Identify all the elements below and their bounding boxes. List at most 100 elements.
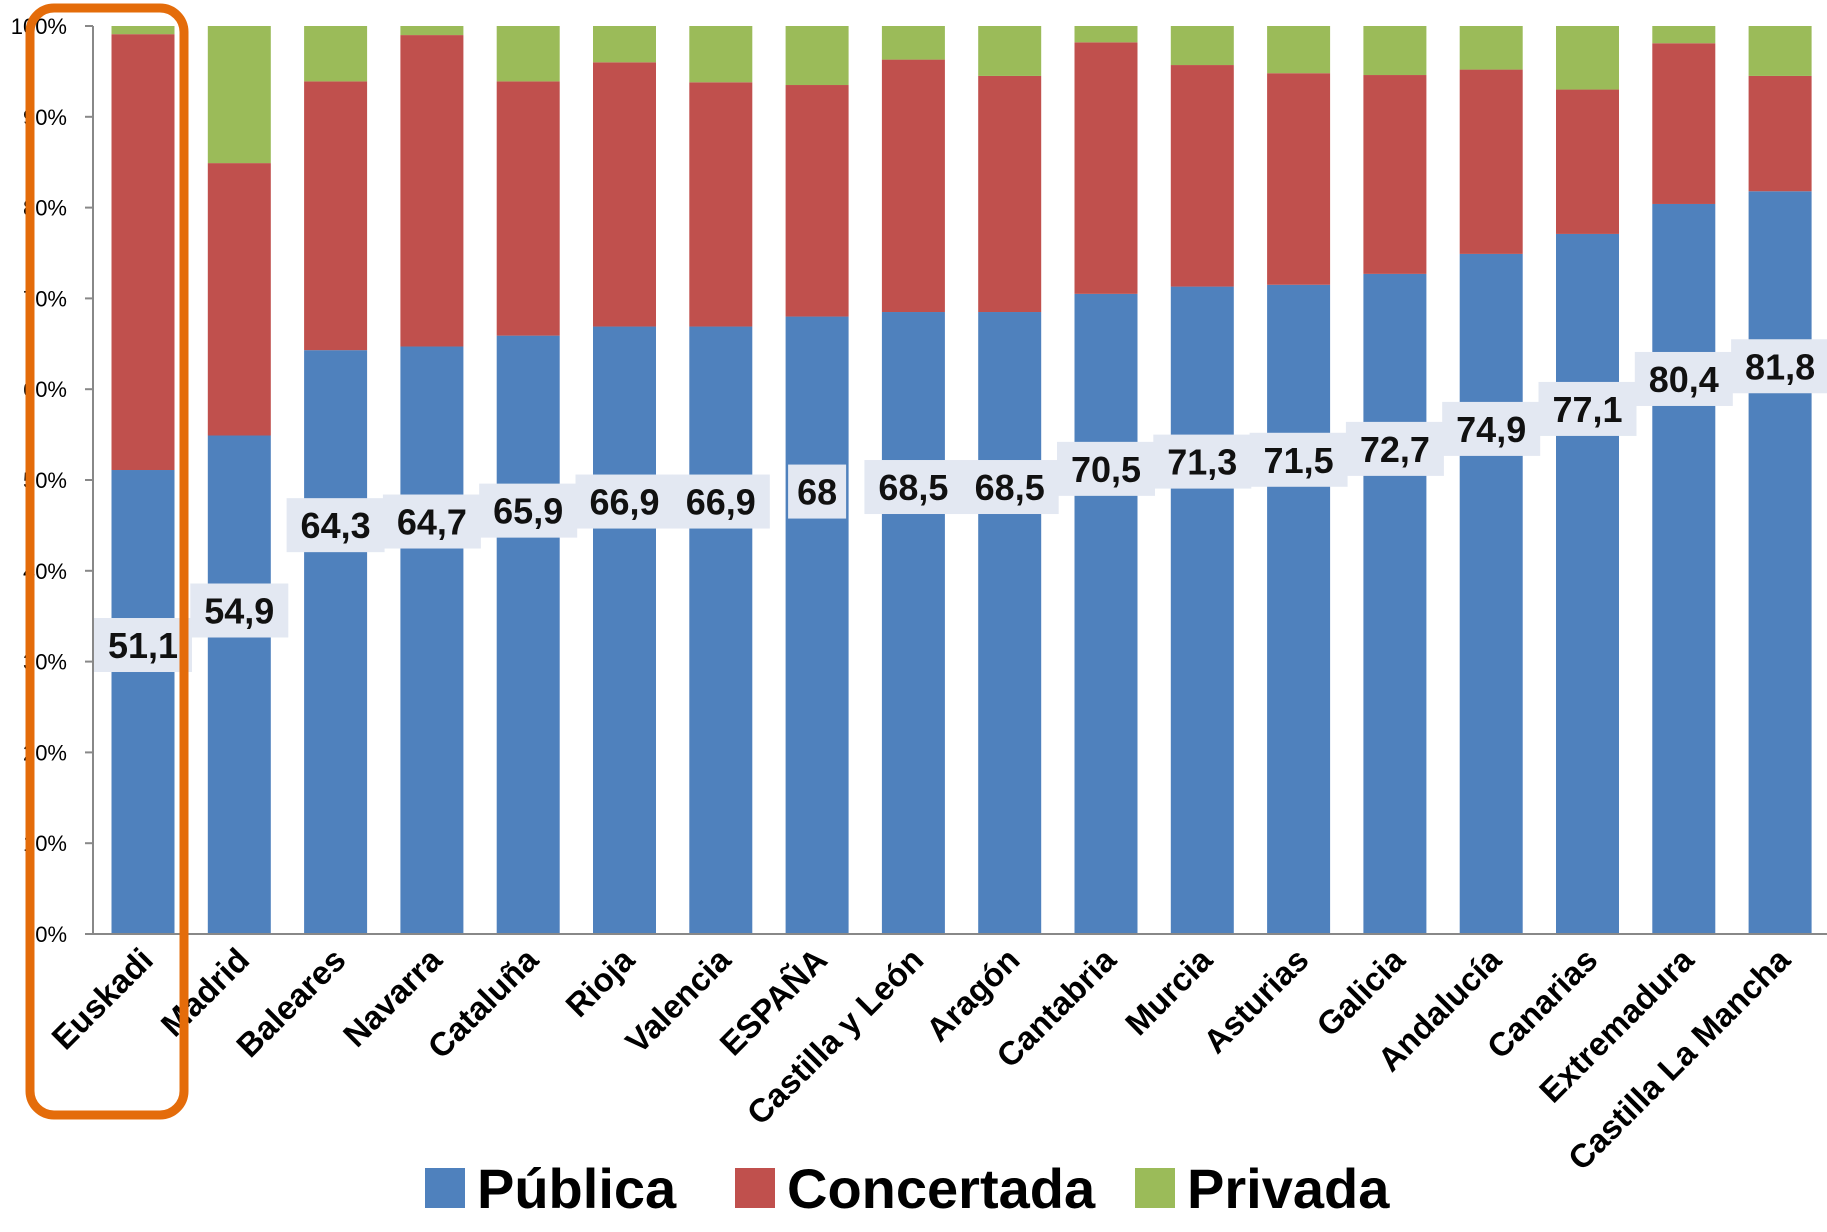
bar-segment-concertada [785,85,849,317]
highlight-box [25,3,189,1120]
data-label: 71,5 [1264,440,1334,481]
category-label: Asturias [1196,941,1316,1061]
bar-segment-pública [1363,273,1427,934]
data-label-box [960,460,1059,515]
bar-segment-pública [689,326,753,935]
bar-segment-pública [785,316,849,934]
bar-segment-concertada [304,81,368,351]
bar-segment-pública [1074,293,1138,934]
bar-segment-privada [111,26,175,35]
bar-segment-privada [1556,26,1619,90]
data-label-box [1538,381,1637,436]
bar-segment-pública [593,326,656,935]
legend-label: Concertada [787,1157,1096,1220]
bar-segment-concertada [1652,43,1716,204]
legend: Pública Concertada Privada [425,1157,1390,1220]
bar-segment-pública [1459,253,1523,934]
data-label: 51,1 [108,625,178,666]
data-label-box [382,494,481,549]
bar-segment-concertada [400,35,464,347]
bar-segment-privada [785,26,849,86]
data-label-box [1153,434,1252,489]
bar-segment-pública [978,312,1042,934]
bar-segment-privada [689,26,753,83]
data-label-box [1442,401,1541,456]
legend-label: Privada [1187,1157,1390,1220]
bars [111,26,1812,935]
data-label: 68,5 [975,467,1045,508]
bar-segment-concertada [881,59,945,313]
data-label: 64,7 [397,502,467,543]
bar-segment-privada [1363,26,1427,76]
data-label: 74,9 [1456,409,1526,450]
data-label: 72,7 [1360,429,1430,470]
bar-segment-privada [1170,26,1234,66]
data-label-box [788,464,847,519]
bar-segment-pública [1652,203,1716,934]
bar-segment-pública [1748,191,1812,935]
axes [92,26,1827,935]
data-label: 68 [797,472,837,513]
bar-segment-privada [1748,26,1812,76]
bar-segment-concertada [593,62,656,327]
category-label: Rioja [558,940,642,1024]
bar-segment-pública [1267,284,1331,934]
data-label: 77,1 [1552,389,1622,430]
data-label-box [286,498,385,553]
y-tick-label: 0% [35,922,67,947]
legend-swatch-privada [1135,1168,1175,1208]
data-label-box [94,618,192,673]
legend-swatch-pública [425,1168,465,1208]
data-label: 70,5 [1071,449,1141,490]
bar-segment-privada [496,26,560,82]
data-label-box [864,460,963,515]
data-label-box [190,583,289,638]
bar-segment-privada [1267,26,1331,74]
bar-segment-concertada [111,34,175,471]
bar-segment-privada [1459,26,1523,70]
legend-swatch-concertada [735,1168,775,1208]
bar-segment-pública [496,335,560,934]
bar-segment-concertada [1556,89,1619,234]
bar-segment-concertada [496,81,560,336]
data-label: 54,9 [204,591,274,632]
bar-segment-pública [304,350,368,934]
data-label: 65,9 [493,491,563,532]
bar-segment-concertada [689,82,753,327]
bar-segment-pública [207,435,271,934]
bar-segment-pública [111,470,175,934]
bar-segment-concertada [1267,73,1331,285]
data-label: 66,9 [686,482,756,523]
bar-segment-privada [207,26,271,164]
bar-segment-concertada [1748,75,1812,192]
data-labels: 51,1 54,9 64,3 64,7 65,9 66,9 66,9 68 68,5 68,5 70… [94,339,1827,673]
data-label: 64,3 [301,505,371,546]
data-label: 66,9 [589,482,659,523]
data-label-box [1345,421,1444,476]
bar-segment-concertada [1363,75,1427,274]
y-axis-ticks: 0%10%20%30%40%50%60%70%80%90%100% [11,14,93,947]
bar-segment-privada [304,26,368,82]
data-label-box [1249,432,1348,487]
data-label: 80,4 [1649,359,1719,400]
data-label-box [479,483,578,538]
bar-segment-concertada [978,75,1042,313]
bar-segment-pública [1170,286,1234,934]
bar-segment-privada [1652,26,1716,44]
bar-segment-privada [400,26,464,36]
bar-segment-pública [881,312,945,934]
data-label: 68,5 [878,467,948,508]
bar-segment-pública [400,346,464,934]
bar-segment-privada [1074,26,1138,43]
bar-segment-concertada [207,163,271,436]
data-label-box [1057,441,1155,496]
data-label-box [575,474,674,529]
bar-segment-concertada [1459,69,1523,254]
category-label: Castilla y León [739,941,930,1132]
bar-segment-concertada [1170,65,1234,287]
bar-segment-privada [593,26,656,63]
data-label-box [671,474,770,529]
bar-segment-privada [881,26,945,60]
